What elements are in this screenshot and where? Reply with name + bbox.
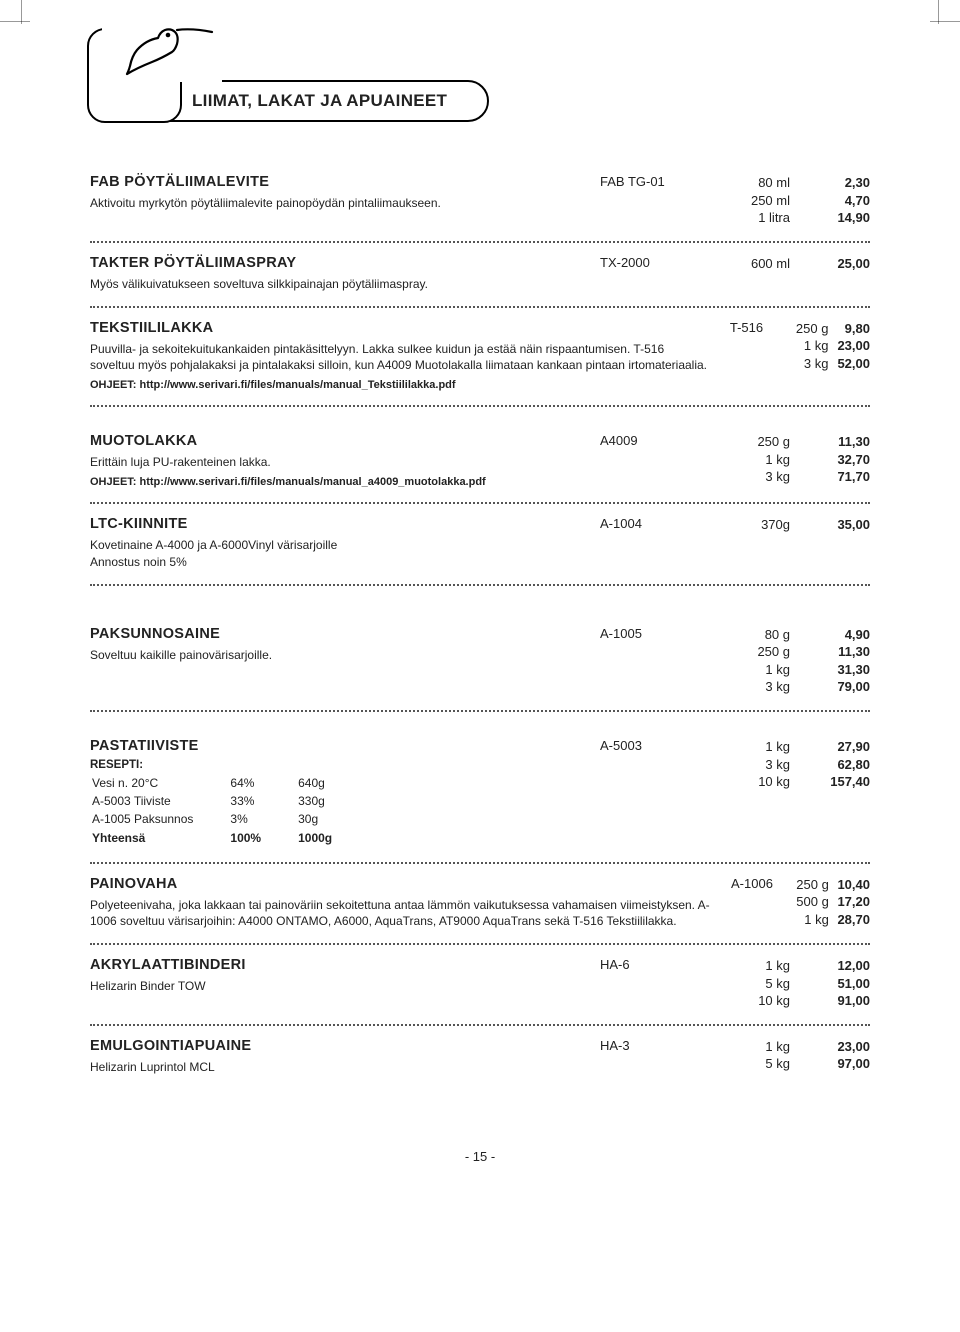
- product-code: HA-3: [600, 1038, 700, 1075]
- product-code: TX-2000: [600, 255, 700, 292]
- product-ohjeet: OHJEET: http://www.serivari.fi/files/man…: [90, 379, 710, 391]
- product-prices: 23,0097,00: [790, 1038, 870, 1075]
- product-sizes: 80 ml250 ml1 litra: [700, 174, 790, 227]
- product-title: PASTATIIVISTE: [90, 738, 580, 754]
- section-title-bar: LIIMAT, LAKAT JA APUAINEET: [120, 80, 489, 122]
- product-title: PAKSUNNOSAINE: [90, 626, 580, 642]
- product-row: TAKTER PÖYTÄLIIMASPRAY Myös välikuivatuks…: [90, 243, 870, 308]
- recipe-cell: 640g: [298, 775, 367, 791]
- product-description: Myös välikuivatukseen soveltuva silkkipa…: [90, 276, 580, 292]
- product-row: EMULGOINTIAPUAINE Helizarin Luprintol MCL…: [90, 1026, 870, 1089]
- product-description-col: PASTATIIVISTE RESEPTI: Vesi n. 20°C64%640g…: [90, 738, 600, 848]
- product-row: LTC-KIINNITE Kovetinaine A-4000 ja A-6000…: [90, 504, 870, 585]
- product-description: Kovetinaine A-4000 ja A-6000Vinyl värisa…: [90, 537, 580, 569]
- product-prices: 9,8023,0052,00: [828, 320, 870, 391]
- product-code: FAB TG-01: [600, 174, 700, 227]
- product-title: TEKSTIILILAKKA: [90, 320, 710, 336]
- product-code: A-1006: [731, 876, 782, 929]
- crop-mark: [938, 0, 939, 24]
- product-title: TAKTER PÖYTÄLIIMASPRAY: [90, 255, 580, 271]
- product-sizes: 1 kg5 kg: [700, 1038, 790, 1075]
- product-prices: 35,00: [790, 516, 870, 569]
- crop-mark: [21, 0, 22, 24]
- product-description-col: LTC-KIINNITE Kovetinaine A-4000 ja A-6000…: [90, 516, 600, 569]
- product-sizes: 1 kg5 kg10 kg: [700, 957, 790, 1010]
- recipe-cell: 1000g: [298, 830, 367, 846]
- page: LIIMAT, LAKAT JA APUAINEET FAB PÖYTÄLIIM…: [0, 0, 960, 1164]
- product-description: Polyeteenivaha, joka lakkaan tai painovä…: [90, 897, 711, 929]
- product-sizes: 1 kg3 kg10 kg: [700, 738, 790, 848]
- product-prices: 12,0051,0091,00: [790, 957, 870, 1010]
- product-title: AKRYLAATTIBINDERI: [90, 957, 580, 973]
- product-row: AKRYLAATTIBINDERI Helizarin Binder TOW HA-…: [90, 945, 870, 1026]
- product-title: LTC-KIINNITE: [90, 516, 580, 532]
- recipe-table: Vesi n. 20°C64%640g A-5003 Tiiviste33%330…: [90, 773, 369, 848]
- product-sizes: 250 g1 kg3 kg: [782, 320, 829, 391]
- product-code: A-5003: [600, 738, 700, 848]
- product-code: T-516: [730, 320, 782, 391]
- product-description-col: FAB PÖYTÄLIIMALEVITE Aktivoitu myrkytön p…: [90, 174, 600, 227]
- recipe-cell: 30g: [298, 811, 367, 827]
- product-sizes: 250 g1 kg3 kg: [700, 433, 790, 488]
- product-code: A-1004: [600, 516, 700, 569]
- product-description: Puuvilla- ja sekoitekuitukankaiden pinta…: [90, 341, 710, 373]
- product-title: FAB PÖYTÄLIIMALEVITE: [90, 174, 580, 190]
- product-description: Helizarin Luprintol MCL: [90, 1059, 580, 1075]
- product-row: FAB PÖYTÄLIIMALEVITE Aktivoitu myrkytön p…: [90, 162, 870, 243]
- recipe-cell: 330g: [298, 793, 367, 809]
- product-list: FAB PÖYTÄLIIMALEVITE Aktivoitu myrkytön p…: [90, 162, 870, 1089]
- product-sizes: 370g: [700, 516, 790, 569]
- product-description-col: TAKTER PÖYTÄLIIMASPRAY Myös välikuivatuks…: [90, 255, 600, 292]
- product-sizes: 600 ml: [700, 255, 790, 292]
- product-description: Erittäin luja PU-rakenteinen lakka.: [90, 454, 580, 470]
- bird-icon: [102, 22, 222, 82]
- product-description-col: AKRYLAATTIBINDERI Helizarin Binder TOW: [90, 957, 600, 1010]
- product-sizes: 80 g250 g1 kg3 kg: [700, 626, 790, 696]
- product-description: Helizarin Binder TOW: [90, 978, 580, 994]
- crop-mark: [0, 21, 30, 22]
- recipe-cell: 3%: [230, 811, 296, 827]
- product-code: HA-6: [600, 957, 700, 1010]
- product-title: MUOTOLAKKA: [90, 433, 580, 449]
- product-prices: 27,9062,80157,40: [790, 738, 870, 848]
- product-description: Soveltuu kaikille painovärisarjoille.: [90, 647, 580, 663]
- recipe-cell: Vesi n. 20°C: [92, 775, 228, 791]
- product-ohjeet: OHJEET: http://www.serivari.fi/files/man…: [90, 476, 580, 488]
- product-row: TEKSTIILILAKKA Puuvilla- ja sekoitekuituk…: [90, 308, 870, 407]
- product-prices: 11,3032,7071,70: [790, 433, 870, 488]
- product-title: PAINOVAHA: [90, 876, 711, 892]
- product-title: EMULGOINTIAPUAINE: [90, 1038, 580, 1054]
- recipe-cell: 33%: [230, 793, 296, 809]
- page-number: - 15 -: [90, 1149, 870, 1164]
- product-description-col: TEKSTIILILAKKA Puuvilla- ja sekoitekuituk…: [90, 320, 730, 391]
- product-row: PAINOVAHA Polyeteenivaha, joka lakkaan ta…: [90, 864, 870, 945]
- recipe-label: RESEPTI:: [90, 759, 580, 771]
- product-description-col: EMULGOINTIAPUAINE Helizarin Luprintol MCL: [90, 1038, 600, 1075]
- recipe-cell: 100%: [230, 830, 296, 846]
- crop-mark: [930, 21, 960, 22]
- product-row: MUOTOLAKKA Erittäin luja PU-rakenteinen l…: [90, 421, 870, 504]
- product-code: A-1005: [600, 626, 700, 696]
- product-row: PASTATIIVISTE RESEPTI: Vesi n. 20°C64%640g…: [90, 726, 870, 864]
- product-description: Aktivoitu myrkytön pöytäliimalevite pain…: [90, 195, 580, 211]
- product-prices: 10,4017,2028,70: [829, 876, 870, 929]
- product-description-col: MUOTOLAKKA Erittäin luja PU-rakenteinen l…: [90, 433, 600, 488]
- product-prices: 25,00: [790, 255, 870, 292]
- recipe-cell: A-5003 Tiiviste: [92, 793, 228, 809]
- product-description-col: PAKSUNNOSAINE Soveltuu kaikille painoväri…: [90, 626, 600, 696]
- product-sizes: 250 g500 g1 kg: [782, 876, 828, 929]
- section-title: LIIMAT, LAKAT JA APUAINEET: [192, 91, 447, 110]
- section-header: LIIMAT, LAKAT JA APUAINEET: [90, 80, 870, 122]
- product-description-col: PAINOVAHA Polyeteenivaha, joka lakkaan ta…: [90, 876, 731, 929]
- product-prices: 4,9011,3031,3079,00: [790, 626, 870, 696]
- recipe-cell: A-1005 Paksunnos: [92, 811, 228, 827]
- product-code: A4009: [600, 433, 700, 488]
- product-row: PAKSUNNOSAINE Soveltuu kaikille painoväri…: [90, 614, 870, 712]
- recipe-cell: 64%: [230, 775, 296, 791]
- product-prices: 2,304,7014,90: [790, 174, 870, 227]
- recipe-cell: Yhteensä: [92, 830, 228, 846]
